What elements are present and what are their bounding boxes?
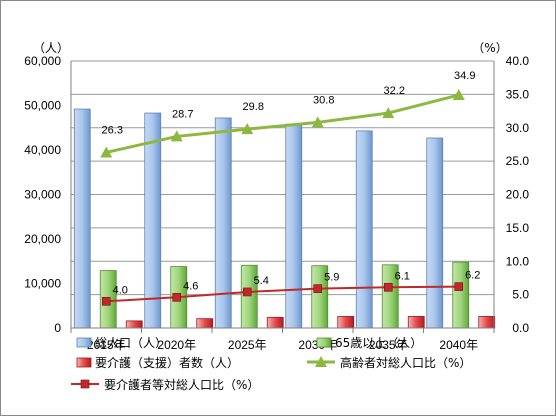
care-ratio-point [242,287,252,297]
axes: 0 10,000 20,000 30,000 40,000 50,000 60,000（人）… [24,41,529,352]
left-tick-label: 10,000 [24,277,61,291]
bar-total [426,137,444,329]
legend-swatch [316,337,332,348]
legend-swatch [76,357,92,368]
x-tick-label: 2035年 [369,338,408,352]
lines [100,89,465,306]
x-tick-label: 2025年 [228,338,267,352]
legend-label: 高齢者対総人口比（%） [340,355,471,370]
elderly-ratio-point [382,107,395,119]
legend-label: 要介護者等対総人口比（%） [104,377,259,392]
elderly-ratio-point [311,116,324,128]
bar-care [125,320,143,329]
bar-care [266,316,284,329]
elderly-ratio-line [105,93,460,154]
care-ratio-point [313,284,323,293]
bar-care [337,316,355,329]
x-tick-label: 2020年 [157,338,196,352]
x-tick-label: 2015年 [87,338,126,352]
care-ratio-point [383,282,393,292]
elderly-ratio-label: 28.7 [172,108,193,120]
legend-label: 総人口（人） [95,336,167,350]
elderly-ratio-label: 29.8 [243,101,264,113]
bar-total [285,123,303,329]
legend-label: 65歳以上（人） [335,336,422,350]
elderly-ratio-point [170,130,183,142]
care-ratio-label: 4.6 [183,280,198,292]
left-tick-label: 30,000 [24,188,61,202]
left-tick-label: 0 [54,321,61,335]
right-tick-label: 5.0 [512,288,529,302]
bar-total [355,130,373,329]
elderly-ratio-label: 26.3 [102,124,123,136]
left-axis-unit: （人） [33,41,69,55]
legend: 総人口（人） 65歳以上（人） 要介護（支援）者数（人） 高齢者対総人口比（%） 要介護… [71,336,471,392]
right-tick-label: 35.0 [506,87,530,101]
care-ratio-line [106,285,459,303]
care-ratio-point [172,292,182,302]
right-tick-label: 25.0 [506,154,530,168]
elderly-ratio-point [100,146,113,158]
elderly-ratio-point [241,123,254,135]
elderly-ratio-label: 34.9 [454,70,475,82]
elderly-ratio-point [452,89,465,101]
bar-total [214,117,232,329]
care-ratio-label: 6.2 [465,270,480,282]
legend-label: 要介護（支援）者数（人） [95,355,239,370]
right-tick-label: 10.0 [506,254,530,268]
care-ratio-point [454,282,464,291]
data-labels: 26.3 28.7 29.8 30.8 32.2 34.9 4.0 4.6 5.4 5.9 6.1 6… [102,70,481,296]
bars [73,108,496,329]
bar-total [73,108,91,329]
bar-total [144,112,162,329]
right-tick-label: 40.0 [506,54,530,68]
right-tick-label: 30.0 [506,121,530,135]
bar-care [407,316,425,329]
legend-marker [315,356,327,367]
care-ratio-label: 5.4 [254,275,269,287]
left-tick-label: 20,000 [24,232,61,246]
care-ratio-point [101,296,111,306]
right-tick-label: 20.0 [506,188,530,202]
x-tick-label: 2040年 [439,338,478,352]
left-tick-label: 50,000 [24,99,61,113]
care-ratio-label: 6.1 [395,270,410,282]
legend-swatch [76,337,92,348]
gridlines [71,60,494,296]
elderly-ratio-label: 32.2 [384,85,405,97]
left-tick-label: 60,000 [24,54,61,68]
left-tick-label: 40,000 [24,143,61,157]
care-ratio-label: 5.9 [324,272,339,284]
bar-care [478,316,496,329]
bar-care [196,318,214,329]
right-tick-label: 15.0 [506,221,530,235]
right-tick-label: 0.0 [512,321,529,335]
care-ratio-label: 4.0 [113,284,128,296]
elderly-ratio-label: 30.8 [313,94,334,106]
right-axis-unit: （%） [472,41,507,55]
legend-marker [80,379,90,389]
